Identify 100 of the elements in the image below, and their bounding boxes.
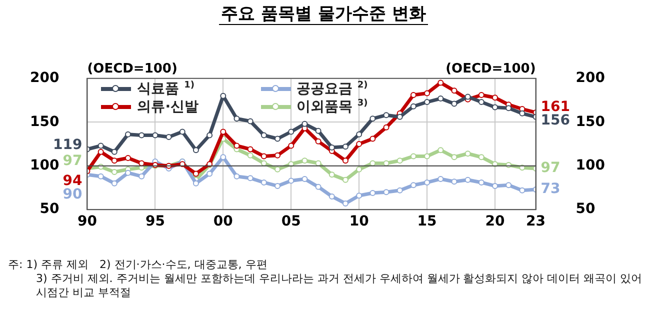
legend-label: 식료품 $^{1)}$	[137, 80, 194, 98]
chart-title: 주요 품목별 물가수준 변화	[219, 4, 428, 25]
point	[383, 124, 390, 130]
point	[247, 152, 254, 158]
point	[111, 180, 118, 186]
point	[383, 189, 390, 196]
y-tick-label: 150	[30, 114, 60, 130]
point	[506, 182, 512, 188]
point	[342, 176, 348, 183]
text: 주: 1) 주류 제외 2) 전기·가스·수도, 대중교통, 우편	[8, 258, 268, 272]
point	[288, 128, 294, 135]
point	[342, 200, 348, 206]
x-tick-label: 15	[417, 214, 437, 230]
point	[410, 103, 416, 110]
point	[396, 114, 403, 120]
data-label: 119	[52, 136, 82, 153]
point	[478, 154, 484, 160]
data-label: 156	[540, 112, 570, 129]
point	[288, 142, 294, 149]
point	[478, 99, 484, 106]
point	[451, 154, 458, 160]
point	[234, 173, 240, 180]
point	[274, 166, 281, 172]
point	[478, 92, 484, 98]
point	[315, 184, 322, 190]
point	[464, 150, 471, 157]
y-tick-label: 200	[30, 70, 60, 86]
point	[424, 99, 430, 106]
point	[247, 175, 254, 182]
data-label: 97	[540, 160, 560, 176]
point	[260, 132, 267, 138]
y2-tick-label: 100	[576, 158, 606, 174]
point	[328, 144, 335, 150]
point	[492, 104, 498, 110]
point	[356, 141, 362, 147]
x-tick-label: 23	[526, 214, 546, 230]
point	[315, 128, 322, 134]
point	[438, 80, 444, 86]
point	[234, 116, 240, 122]
point	[451, 100, 458, 107]
point	[111, 168, 118, 175]
x-tick-label: 90	[77, 214, 98, 230]
legend-label: 의류·신발	[137, 98, 199, 116]
point	[192, 170, 199, 177]
point	[302, 176, 308, 182]
y-tick-label: 100	[30, 158, 60, 174]
point	[451, 88, 458, 94]
data-label: 161	[540, 99, 570, 116]
x-tick-label: 05	[281, 214, 301, 230]
point	[166, 134, 172, 140]
point	[396, 187, 403, 194]
data-label: 90	[62, 186, 82, 202]
point	[260, 153, 267, 160]
x-tick-label: 95	[145, 214, 165, 230]
point	[342, 158, 348, 164]
point	[247, 118, 254, 124]
point	[424, 90, 430, 96]
y-axis-title: (OECD=100)	[87, 61, 178, 76]
point	[302, 158, 308, 164]
point	[206, 132, 213, 138]
point	[234, 142, 240, 149]
point	[370, 190, 376, 196]
point	[424, 179, 430, 186]
point	[356, 192, 362, 199]
point	[356, 131, 362, 138]
point	[138, 160, 145, 166]
point	[492, 182, 498, 189]
point	[383, 112, 390, 118]
point	[410, 182, 416, 188]
point	[438, 147, 444, 154]
point	[98, 148, 104, 155]
point	[506, 105, 512, 112]
point	[98, 142, 104, 149]
data-label: 97	[62, 153, 82, 170]
point	[424, 153, 430, 160]
point	[438, 96, 444, 102]
point	[125, 170, 131, 176]
y2-axis-title: (OECD=100)	[446, 61, 536, 76]
point	[438, 176, 444, 182]
point	[125, 131, 131, 138]
x-tick-label: 20	[485, 214, 505, 230]
point	[206, 170, 213, 177]
point	[302, 120, 308, 127]
data-label: 73	[540, 181, 560, 198]
y-tick-label: 50	[40, 201, 60, 218]
point	[519, 110, 526, 116]
point	[370, 136, 376, 142]
point	[138, 173, 145, 180]
point	[125, 154, 131, 161]
point	[274, 182, 281, 189]
point	[179, 128, 186, 135]
point	[492, 94, 498, 101]
point	[478, 179, 484, 186]
point	[396, 158, 403, 164]
legend-label: 이외품목 $^{3)}$	[296, 98, 368, 116]
point	[192, 180, 199, 186]
point	[274, 152, 281, 158]
point	[192, 147, 199, 154]
y2-tick-label: 150	[576, 114, 606, 130]
point	[451, 178, 458, 185]
